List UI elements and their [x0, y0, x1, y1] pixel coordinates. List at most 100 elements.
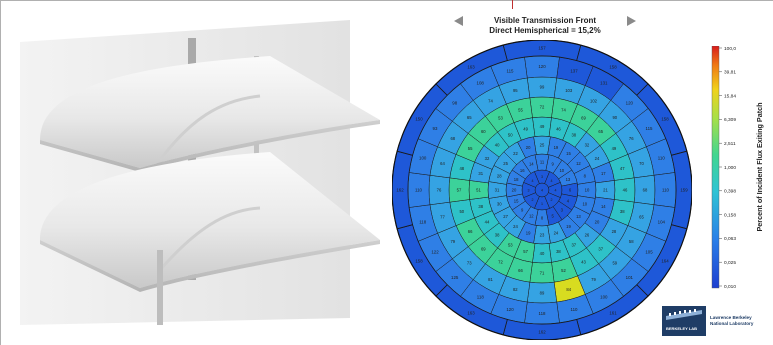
heatmap-patch-label: 71: [540, 271, 545, 276]
heatmap-patch-label: 6: [569, 188, 572, 193]
heatmap-patch-label: 15: [514, 198, 519, 203]
heatmap-patch-label: 47: [620, 166, 625, 171]
heatmap-patch-label: 89: [540, 291, 545, 296]
heatmap-patch-label: 105: [645, 249, 653, 254]
heatmap-patch-label: 115: [646, 126, 654, 131]
chart-subtitle: Direct Hemispherical = 15,2%: [489, 26, 601, 35]
heatmap-patch-label: 38: [478, 204, 483, 209]
heatmap-patch-label: 157: [538, 46, 546, 51]
heatmap-patch-label: 74: [561, 107, 566, 112]
heatmap-patch-label: 64: [440, 161, 445, 166]
heatmap-patch-label: 95: [513, 88, 518, 93]
heatmap-patch-label: 38: [556, 249, 561, 254]
heatmap-patch-label: 120: [626, 100, 634, 105]
heatmap-patch-label: 19: [554, 145, 559, 150]
heatmap-patch-label: 93: [433, 126, 438, 131]
heatmap-patch-label: 2: [532, 198, 534, 202]
heatmap-patch-label: 122: [431, 249, 439, 254]
heatmap-patch-label: 65: [639, 214, 644, 219]
heatmap-patch-label: 26: [585, 233, 590, 238]
heatmap-patch-label: 65: [467, 115, 472, 120]
heatmap-patch-label: 16: [520, 168, 525, 173]
heatmap-patch-label: 99: [540, 85, 545, 90]
heatmap-patch-label: 3: [528, 189, 530, 193]
heatmap-patch-label: 77: [440, 214, 445, 219]
heatmap-patch-label: 46: [556, 126, 561, 131]
heatmap-patch-label: 28: [497, 174, 502, 179]
heatmap-patch-label: 158: [661, 117, 669, 122]
heatmap-patch-label: 118: [419, 220, 427, 225]
heatmap-patch-label: 25: [540, 143, 545, 148]
heatmap-patch-label: 13: [566, 177, 571, 182]
heatmap-patch-label: 37: [598, 246, 603, 251]
heatmap-patch-label: 8: [541, 216, 544, 221]
heatmap-patch-label: 25: [503, 161, 508, 166]
heatmap-patch-label: 60: [481, 129, 486, 134]
colorbar-tick-label: 0,063: [724, 236, 736, 242]
heatmap-patch-label: 79: [450, 239, 455, 244]
arrow-left-icon[interactable]: [454, 16, 463, 26]
heatmap-patch-label: 159: [680, 188, 688, 193]
heatmap-patch-label: 82: [513, 287, 518, 292]
post-back: [188, 38, 196, 280]
heatmap-patch-label: 31: [478, 171, 483, 176]
heatmap-patch-label: 102: [590, 98, 598, 103]
heatmap-patch-label: 68: [450, 136, 455, 141]
heatmap-patch-label: 55: [468, 146, 473, 151]
heatmap-patch-label: 90: [612, 115, 617, 120]
heatmap-patch-label: 125: [451, 275, 459, 280]
heatmap-patch-label: 31: [495, 188, 500, 193]
heatmap-patch-label: 50: [459, 209, 464, 214]
louvre-3d-render: [20, 20, 392, 330]
heatmap-patch-label: 17: [601, 171, 606, 176]
heatmap-patch-label: 3: [561, 207, 564, 212]
post-front-lower: [157, 250, 163, 325]
heatmap-patch-label: 30: [497, 202, 502, 207]
heatmap-patch-label: 120: [538, 64, 546, 69]
arrow-right-icon[interactable]: [627, 16, 636, 26]
heatmap-patch-label: 65: [598, 129, 603, 134]
heatmap-patch-label: 46: [623, 188, 628, 193]
colorbar-tick-label: 6,309: [724, 117, 736, 123]
heatmap-patch-label: 158: [415, 259, 423, 264]
heatmap-patch-label: 32: [485, 156, 490, 161]
heatmap-patch-label: 13: [576, 214, 581, 219]
colorbar-tick-label: 39,81: [724, 70, 736, 76]
polar-heatmap: 4 3 4 4 2 1 2 3 4 11 9 10 13 6 4 3 5 8 12 9 15 20 18 16 14 25 19 15…: [391, 39, 693, 341]
heatmap-patch-label: 2: [551, 198, 553, 202]
lower-arm: [158, 206, 261, 271]
heatmap-patch-label: 162: [396, 188, 404, 193]
heatmap-patch-label: 101: [626, 275, 634, 280]
heatmap-patch-label: 98: [452, 100, 457, 105]
heatmap-patch-label: 43: [581, 260, 586, 265]
heatmap-patch-label: 24: [513, 224, 518, 229]
colorbar: 100,0 39,81 15,84 6,309 2,511 1,000 0,398 0,158…: [706, 46, 766, 292]
heatmap-patch-label: 110: [571, 307, 579, 312]
heatmap-patch-label: 104: [658, 220, 666, 225]
heatmap-patch-label: 20: [526, 145, 531, 150]
heatmap-patch-label: 53: [498, 116, 503, 121]
heatmap-patch-label: 23: [540, 233, 545, 238]
heatmap-patch-label: 73: [467, 260, 472, 265]
heatmap-patch-label: 49: [540, 124, 545, 129]
heatmap-patch-label: 14: [529, 162, 534, 167]
heatmap-patch-label: 10: [582, 202, 587, 207]
heatmap-patch-label: 115: [507, 68, 515, 73]
heatmap-patch-label: 11: [540, 160, 545, 165]
heatmap-patch-label: 4: [555, 189, 557, 193]
heatmap-patch-label: 19: [566, 224, 571, 229]
logo-name: BERKELEY LAB: [666, 326, 698, 331]
heatmap-patch-label: 76: [629, 136, 634, 141]
heatmap-patch-label: 137: [570, 68, 578, 73]
heatmap-patch-label: 162: [538, 330, 546, 335]
colorbar-tick-label: 0,025: [724, 260, 736, 266]
logo-text: Lawrence Berkeley National Laboratory: [710, 315, 753, 327]
heatmap-patch-label: 53: [508, 243, 513, 248]
heatmap-patch-label: 51: [476, 188, 481, 193]
colorbar-tick-label: 1,000: [724, 165, 736, 171]
heatmap-patch-label: 8: [584, 174, 587, 179]
heatmap-patch-label: 4: [532, 179, 534, 183]
heatmap-patch-label: 44: [485, 219, 490, 224]
heatmap-patch-label: 1: [541, 202, 543, 206]
